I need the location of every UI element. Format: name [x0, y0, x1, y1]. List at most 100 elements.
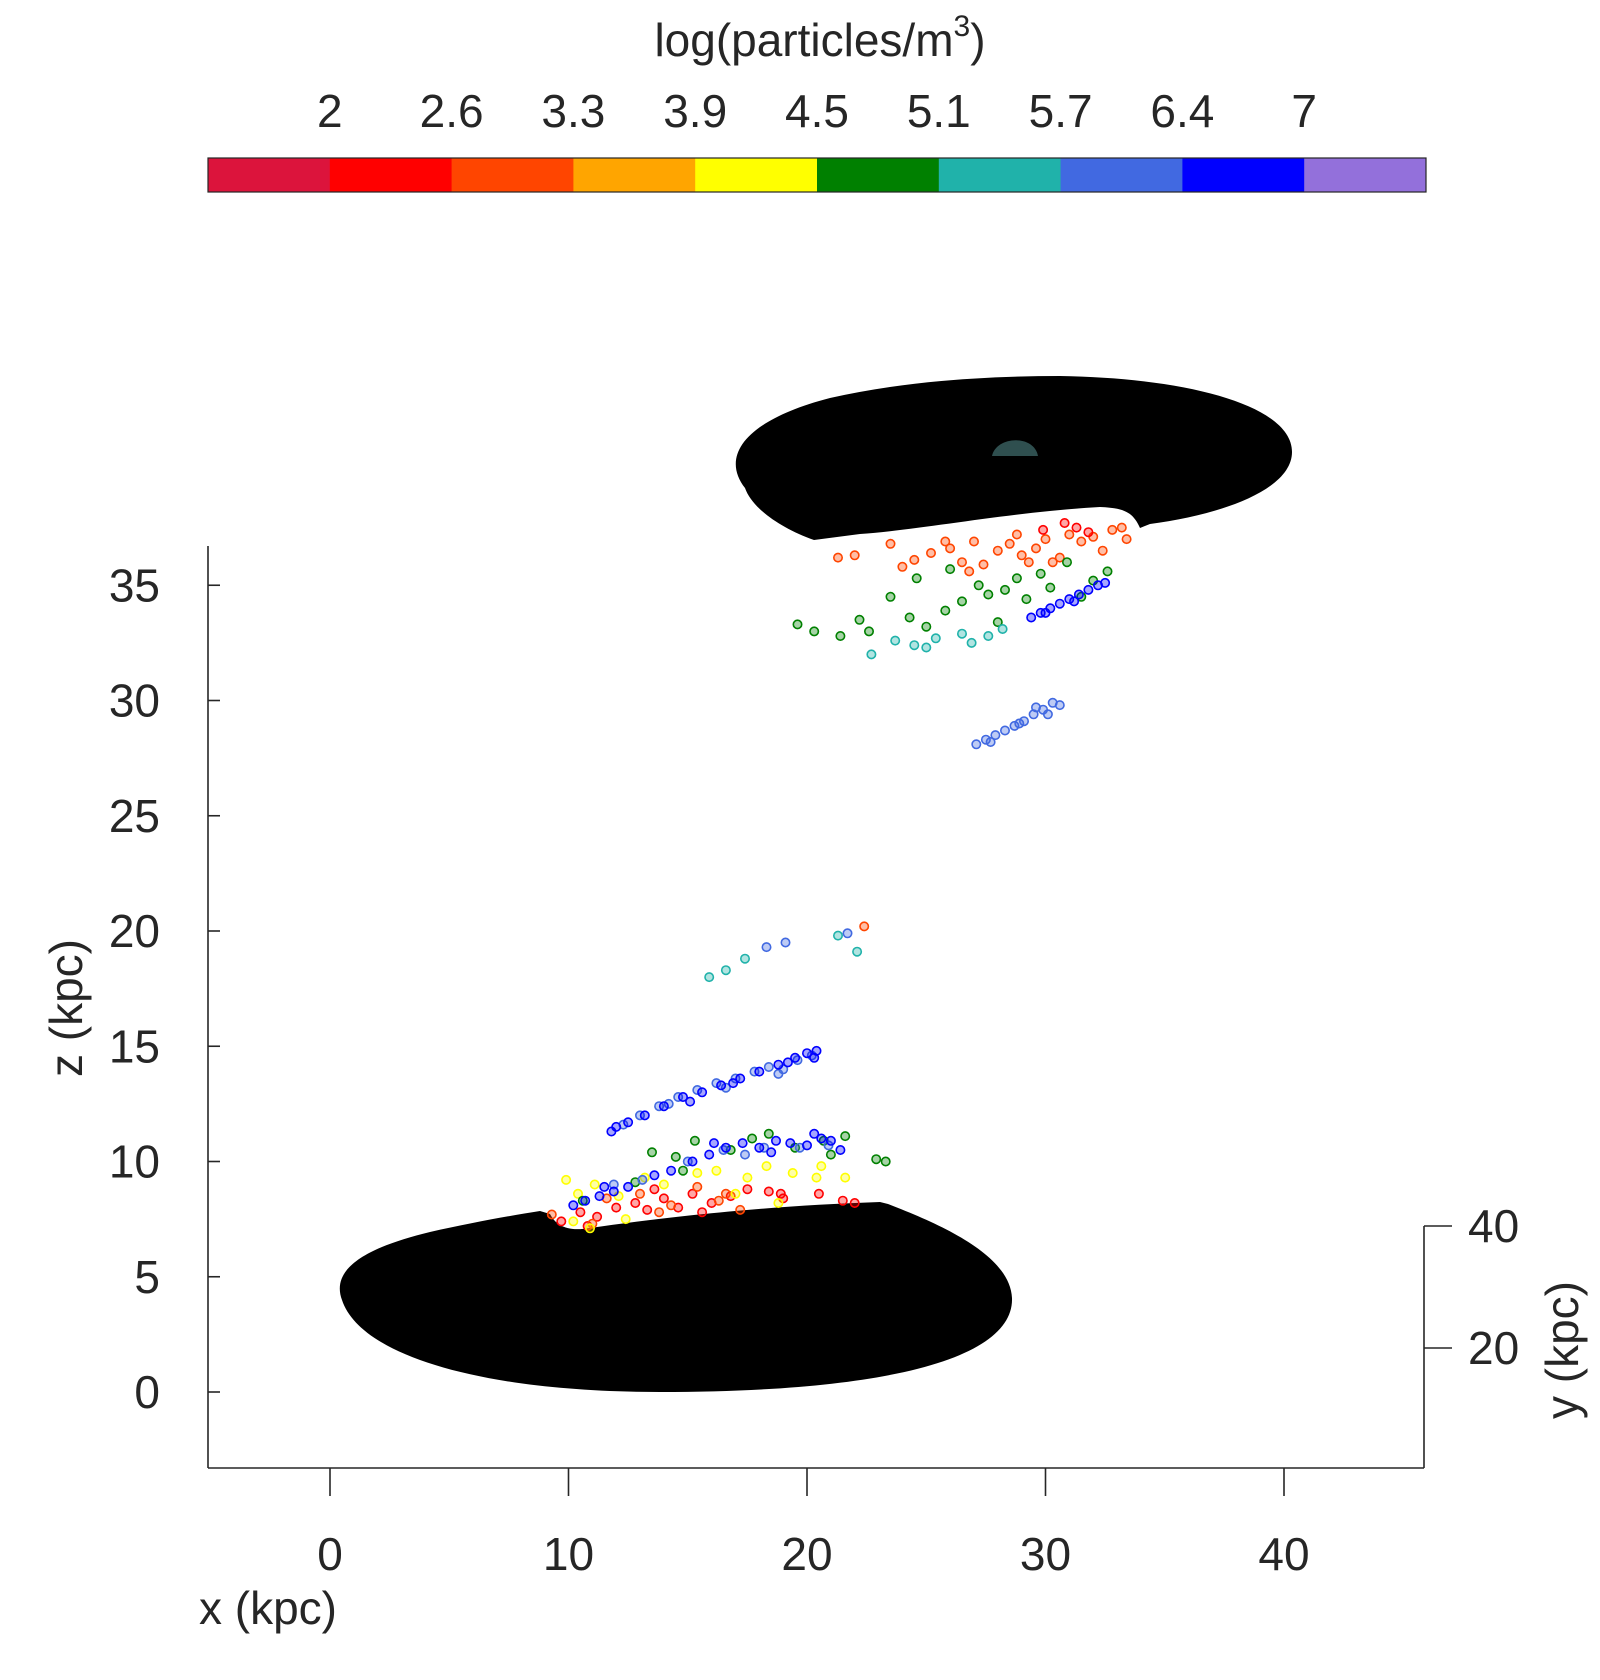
particle-point	[1064, 594, 1075, 605]
colorbar-cell	[329, 158, 453, 192]
particle-point	[1004, 538, 1015, 549]
particle-point	[608, 1186, 619, 1197]
particle-point	[742, 1184, 753, 1195]
colorbar-cell	[1304, 158, 1427, 192]
x-tick-label: 20	[781, 1528, 832, 1580]
particle-point	[575, 1207, 586, 1218]
particle-point	[642, 1204, 653, 1215]
particle-point	[677, 1092, 688, 1103]
particle-point	[739, 953, 750, 964]
particle-point	[909, 554, 920, 565]
x-tick-label: 10	[543, 1528, 594, 1580]
particle-point	[611, 1202, 622, 1213]
z-axis-label: z (kpc)	[40, 939, 92, 1077]
lower-galaxy-disk	[339, 1202, 1013, 1392]
particle-point	[737, 1138, 748, 1149]
particle-point	[801, 1048, 812, 1059]
particle-point	[1073, 589, 1084, 600]
particle-point	[904, 612, 915, 623]
z-tick-label: 5	[134, 1251, 160, 1303]
particle-point	[1035, 568, 1046, 579]
particle-point	[592, 1211, 603, 1222]
particle-point	[692, 1085, 703, 1096]
colorbar-tick-label: 5.7	[1029, 85, 1093, 137]
particle-point	[1083, 584, 1094, 595]
particle-point	[801, 1140, 812, 1151]
particle-point	[646, 1147, 657, 1158]
particle-point	[782, 1057, 793, 1068]
particle-point	[983, 630, 994, 641]
particle-point	[985, 736, 996, 747]
particle-point	[697, 1207, 708, 1218]
particle-point	[956, 596, 967, 607]
particle-point	[1069, 596, 1080, 607]
colorbar-cells	[208, 158, 1427, 192]
particle-point	[1054, 598, 1065, 609]
particle-point	[1064, 529, 1075, 540]
particle-point	[1021, 594, 1032, 605]
particle-point	[835, 1145, 846, 1156]
particle-point	[1016, 550, 1027, 561]
particle-point	[1097, 545, 1108, 556]
particle-point	[999, 584, 1010, 595]
particle-point	[980, 734, 991, 745]
upper-galaxy-disk	[735, 376, 1292, 540]
particle-point	[763, 1062, 774, 1073]
particle-point	[813, 1188, 824, 1199]
colorbar-cell	[1060, 158, 1183, 192]
particle-point	[713, 1195, 724, 1206]
particle-point	[1121, 534, 1132, 545]
colorbar-cell	[573, 158, 696, 192]
particle-point	[1083, 527, 1094, 538]
particle-point	[840, 1172, 851, 1183]
particle-point	[1062, 557, 1073, 568]
upper-disk-shape	[735, 376, 1292, 540]
colorbar-cell	[938, 158, 1062, 192]
particle-point	[658, 1101, 669, 1112]
colorbar: log(particles/m3) 2 2.6 3.3 3.9 4.5 5.1 5.7 6.4…	[207, 10, 1427, 193]
particle-point	[849, 550, 860, 561]
particle-point	[966, 637, 977, 648]
particle-point	[761, 1161, 772, 1172]
particle-point	[1116, 522, 1127, 533]
particle-point	[584, 1223, 595, 1234]
particle-point	[1100, 577, 1111, 588]
z-axis-ticks: 0 5 10 15 20 25 30 35	[109, 559, 220, 1418]
particle-point	[809, 1128, 820, 1139]
colorbar-cell	[451, 158, 574, 192]
particle-point	[811, 1172, 822, 1183]
colorbar-cell	[695, 158, 818, 192]
particle-points	[546, 517, 1132, 1234]
z-tick-label: 10	[109, 1136, 160, 1188]
particle-point	[1040, 534, 1051, 545]
particle-point	[663, 1098, 674, 1109]
particle-point	[809, 626, 820, 637]
particle-point	[658, 1179, 669, 1190]
colorbar-tick-label: 2.6	[420, 85, 484, 137]
particle-point	[835, 630, 846, 641]
particle-point	[725, 1191, 736, 1202]
particle-point	[775, 1188, 786, 1199]
particle-point	[978, 559, 989, 570]
particle-point	[1059, 517, 1070, 528]
particle-point	[720, 1188, 731, 1199]
x-tick-label: 0	[317, 1528, 343, 1580]
particle-point	[697, 1087, 708, 1098]
particle-point	[859, 921, 870, 932]
particle-point	[1107, 524, 1118, 535]
colorbar-title-close: )	[970, 14, 985, 66]
particle-point	[871, 1154, 882, 1165]
particle-point	[964, 566, 975, 577]
particle-point	[945, 543, 956, 554]
particle-point	[832, 552, 843, 563]
y-axis-label: y (kpc)	[1536, 1281, 1588, 1419]
particle-point	[708, 1138, 719, 1149]
particle-point	[568, 1216, 579, 1227]
colorbar-tick-label: 6.4	[1150, 85, 1214, 137]
particle-point	[666, 1165, 677, 1176]
particle-point	[649, 1184, 660, 1195]
particle-point	[639, 1110, 650, 1121]
colorbar-tick-label: 7	[1291, 85, 1317, 137]
particle-point	[852, 946, 863, 957]
particle-point	[692, 1181, 703, 1192]
